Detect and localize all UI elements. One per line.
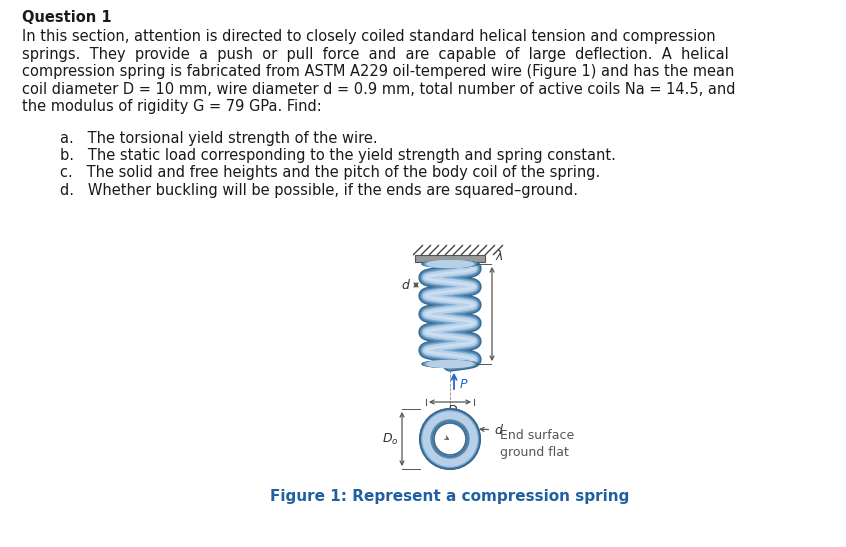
Ellipse shape xyxy=(425,360,475,368)
Text: coil diameter D = 10 mm, wire diameter d = 0.9 mm, total number of active coils : coil diameter D = 10 mm, wire diameter d… xyxy=(22,82,735,96)
Circle shape xyxy=(433,422,467,456)
Text: Question 1: Question 1 xyxy=(22,10,112,25)
Circle shape xyxy=(434,423,466,455)
Text: $P$: $P$ xyxy=(459,379,469,392)
Text: $D_i$: $D_i$ xyxy=(437,429,450,445)
Ellipse shape xyxy=(422,260,478,267)
Text: End surface
ground flat: End surface ground flat xyxy=(500,429,574,459)
Text: $\lambda$: $\lambda$ xyxy=(495,249,503,263)
Text: the modulus of rigidity G = 79 GPa. Find:: the modulus of rigidity G = 79 GPa. Find… xyxy=(22,99,321,114)
Circle shape xyxy=(421,410,479,468)
Circle shape xyxy=(431,420,469,458)
Text: c.   The solid and free heights and the pitch of the body coil of the spring.: c. The solid and free heights and the pi… xyxy=(60,166,601,181)
Ellipse shape xyxy=(424,260,476,267)
Text: In this section, attention is directed to closely coiled standard helical tensio: In this section, attention is directed t… xyxy=(22,29,716,44)
Text: a.   The torsional yield strength of the wire.: a. The torsional yield strength of the w… xyxy=(60,131,377,146)
Text: $d$: $d$ xyxy=(401,278,411,292)
Text: compression spring is fabricated from ASTM A229 oil-tempered wire (Figure 1) and: compression spring is fabricated from AS… xyxy=(22,64,734,79)
Ellipse shape xyxy=(422,360,478,368)
Ellipse shape xyxy=(427,260,473,267)
Bar xyxy=(415,255,485,262)
Text: $D_o$: $D_o$ xyxy=(382,432,399,446)
Ellipse shape xyxy=(424,360,476,368)
Text: $d$: $d$ xyxy=(481,423,504,437)
Text: springs.  They  provide  a  push  or  pull  force  and  are  capable  of  large : springs. They provide a push or pull for… xyxy=(22,46,728,61)
Text: $D$: $D$ xyxy=(448,404,459,417)
Circle shape xyxy=(423,412,477,466)
Text: b.   The static load corresponding to the yield strength and spring constant.: b. The static load corresponding to the … xyxy=(60,148,616,163)
Text: d.   Whether buckling will be possible, if the ends are squared–ground.: d. Whether buckling will be possible, if… xyxy=(60,183,578,198)
Ellipse shape xyxy=(427,360,473,368)
Circle shape xyxy=(420,409,480,469)
Text: Figure 1: Represent a compression spring: Figure 1: Represent a compression spring xyxy=(271,489,629,504)
Ellipse shape xyxy=(425,260,475,267)
